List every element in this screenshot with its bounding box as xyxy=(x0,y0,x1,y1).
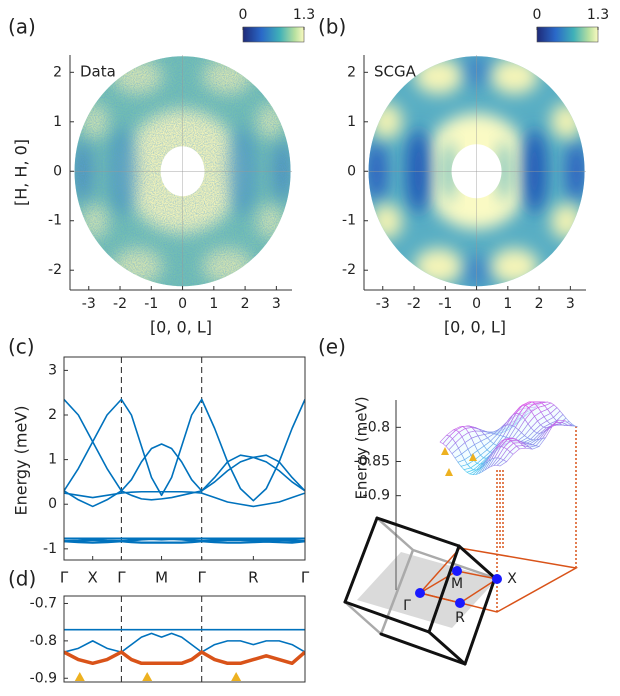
y-tick-label: 0 xyxy=(347,163,356,179)
y-tick-label: -0.9 xyxy=(30,670,57,686)
band-line xyxy=(64,541,305,542)
band-line xyxy=(64,399,305,500)
x-tick-label: -2 xyxy=(407,296,421,312)
y-tick-label: 0 xyxy=(53,163,62,179)
x-tick-label: -1 xyxy=(144,296,158,312)
x-tick-label: -3 xyxy=(82,296,96,312)
y-tick-label: -2 xyxy=(342,262,356,278)
bz-plane xyxy=(357,552,497,628)
y-tick-label: 2 xyxy=(48,407,57,423)
cube-edge xyxy=(381,634,465,664)
minimum-marker xyxy=(445,468,453,476)
x-tick-label: M xyxy=(155,569,168,587)
colorbar-tick-label: 1.3 xyxy=(587,7,609,23)
x-tick-label: 2 xyxy=(535,296,544,312)
x-tick-label: 0 xyxy=(472,296,481,312)
x-axis-label: [0, 0, L] xyxy=(150,318,212,337)
minimum-marker xyxy=(142,672,152,681)
z-axis-label: Energy (meV) xyxy=(353,396,371,499)
plot-area xyxy=(64,399,305,542)
cube-edge-hidden xyxy=(345,602,381,634)
band-line xyxy=(64,399,305,490)
cube-edge xyxy=(377,518,459,546)
y-tick-label: -0.8 xyxy=(30,633,57,649)
x-tick-label: 3 xyxy=(566,296,575,312)
x-tick-label: -2 xyxy=(113,296,127,312)
intensity-feature xyxy=(551,103,583,139)
intensity-feature xyxy=(551,203,583,239)
axes-frame xyxy=(64,357,305,560)
cube-edge xyxy=(429,632,465,664)
x-tick-label: 2 xyxy=(241,296,250,312)
panel-label: (e) xyxy=(318,335,346,359)
x-tick-label: 1 xyxy=(503,296,512,312)
bz-point xyxy=(455,598,465,608)
panel-label: (b) xyxy=(318,15,346,39)
y-tick-label: 1 xyxy=(53,114,62,130)
band-line xyxy=(64,455,305,506)
x-tick-label: Γ xyxy=(301,569,310,587)
panel-label: (a) xyxy=(8,15,36,39)
x-tick-label: Γ xyxy=(198,569,207,587)
intensity-feature xyxy=(415,248,463,284)
colorbar-tick-label: 1.3 xyxy=(293,7,315,23)
colorbar xyxy=(243,27,304,42)
x-tick-label: -3 xyxy=(376,296,390,312)
x-tick-label: Γ xyxy=(117,569,126,587)
y-tick-label: 0 xyxy=(48,496,57,512)
bz-point-label: Γ xyxy=(403,598,411,614)
minimum-marker xyxy=(231,672,241,681)
band-line xyxy=(64,633,305,652)
bz-point xyxy=(415,588,425,598)
panel-label: (c) xyxy=(8,335,35,359)
x-tick-label: -1 xyxy=(438,296,452,312)
y-tick-label: 1 xyxy=(48,452,57,468)
y-axis-label: Energy (meV) xyxy=(12,406,31,516)
plot-area xyxy=(64,630,305,664)
x-tick-label: X xyxy=(88,569,98,587)
intensity-feature xyxy=(371,203,403,239)
intensity-feature xyxy=(491,248,539,284)
x-tick-label: Γ xyxy=(60,569,69,587)
y-tick-label: 2 xyxy=(347,64,356,80)
map-label: SCGA xyxy=(374,63,417,81)
bz-point-label: R xyxy=(455,610,465,626)
panel-label: (d) xyxy=(8,567,36,591)
intensity-feature xyxy=(415,58,463,94)
band-line xyxy=(64,652,305,663)
dispersion-surface xyxy=(440,402,578,475)
x-tick-label: 1 xyxy=(209,296,218,312)
bz-point-label: X xyxy=(507,571,517,587)
y-tick-label: -0.7 xyxy=(30,595,57,611)
y-tick-label: 3 xyxy=(48,362,57,378)
y-tick-label: -1 xyxy=(43,541,57,557)
y-tick-label: -1 xyxy=(48,213,62,229)
y-tick-label: -1 xyxy=(342,213,356,229)
minimum-marker xyxy=(75,672,85,681)
y-tick-label: 1 xyxy=(347,114,356,130)
colorbar xyxy=(537,27,598,42)
colorbar-tick-label: 0 xyxy=(239,7,248,23)
x-tick-label: 0 xyxy=(178,296,187,312)
y-tick-label: -2 xyxy=(48,262,62,278)
intensity-feature xyxy=(371,103,403,139)
bz-point xyxy=(452,566,462,576)
intensity-feature xyxy=(491,58,539,94)
y-tick-label: 2 xyxy=(53,64,62,80)
x-axis-label: [0, 0, L] xyxy=(444,318,506,337)
bz-point xyxy=(492,574,502,584)
x-tick-label: R xyxy=(248,569,258,587)
y-axis-label: [H, H, 0] xyxy=(12,139,31,206)
bz-point-label: M xyxy=(451,576,463,592)
x-tick-label: 3 xyxy=(272,296,281,312)
map-label: Data xyxy=(80,63,116,81)
colorbar-tick-label: 0 xyxy=(533,7,542,23)
